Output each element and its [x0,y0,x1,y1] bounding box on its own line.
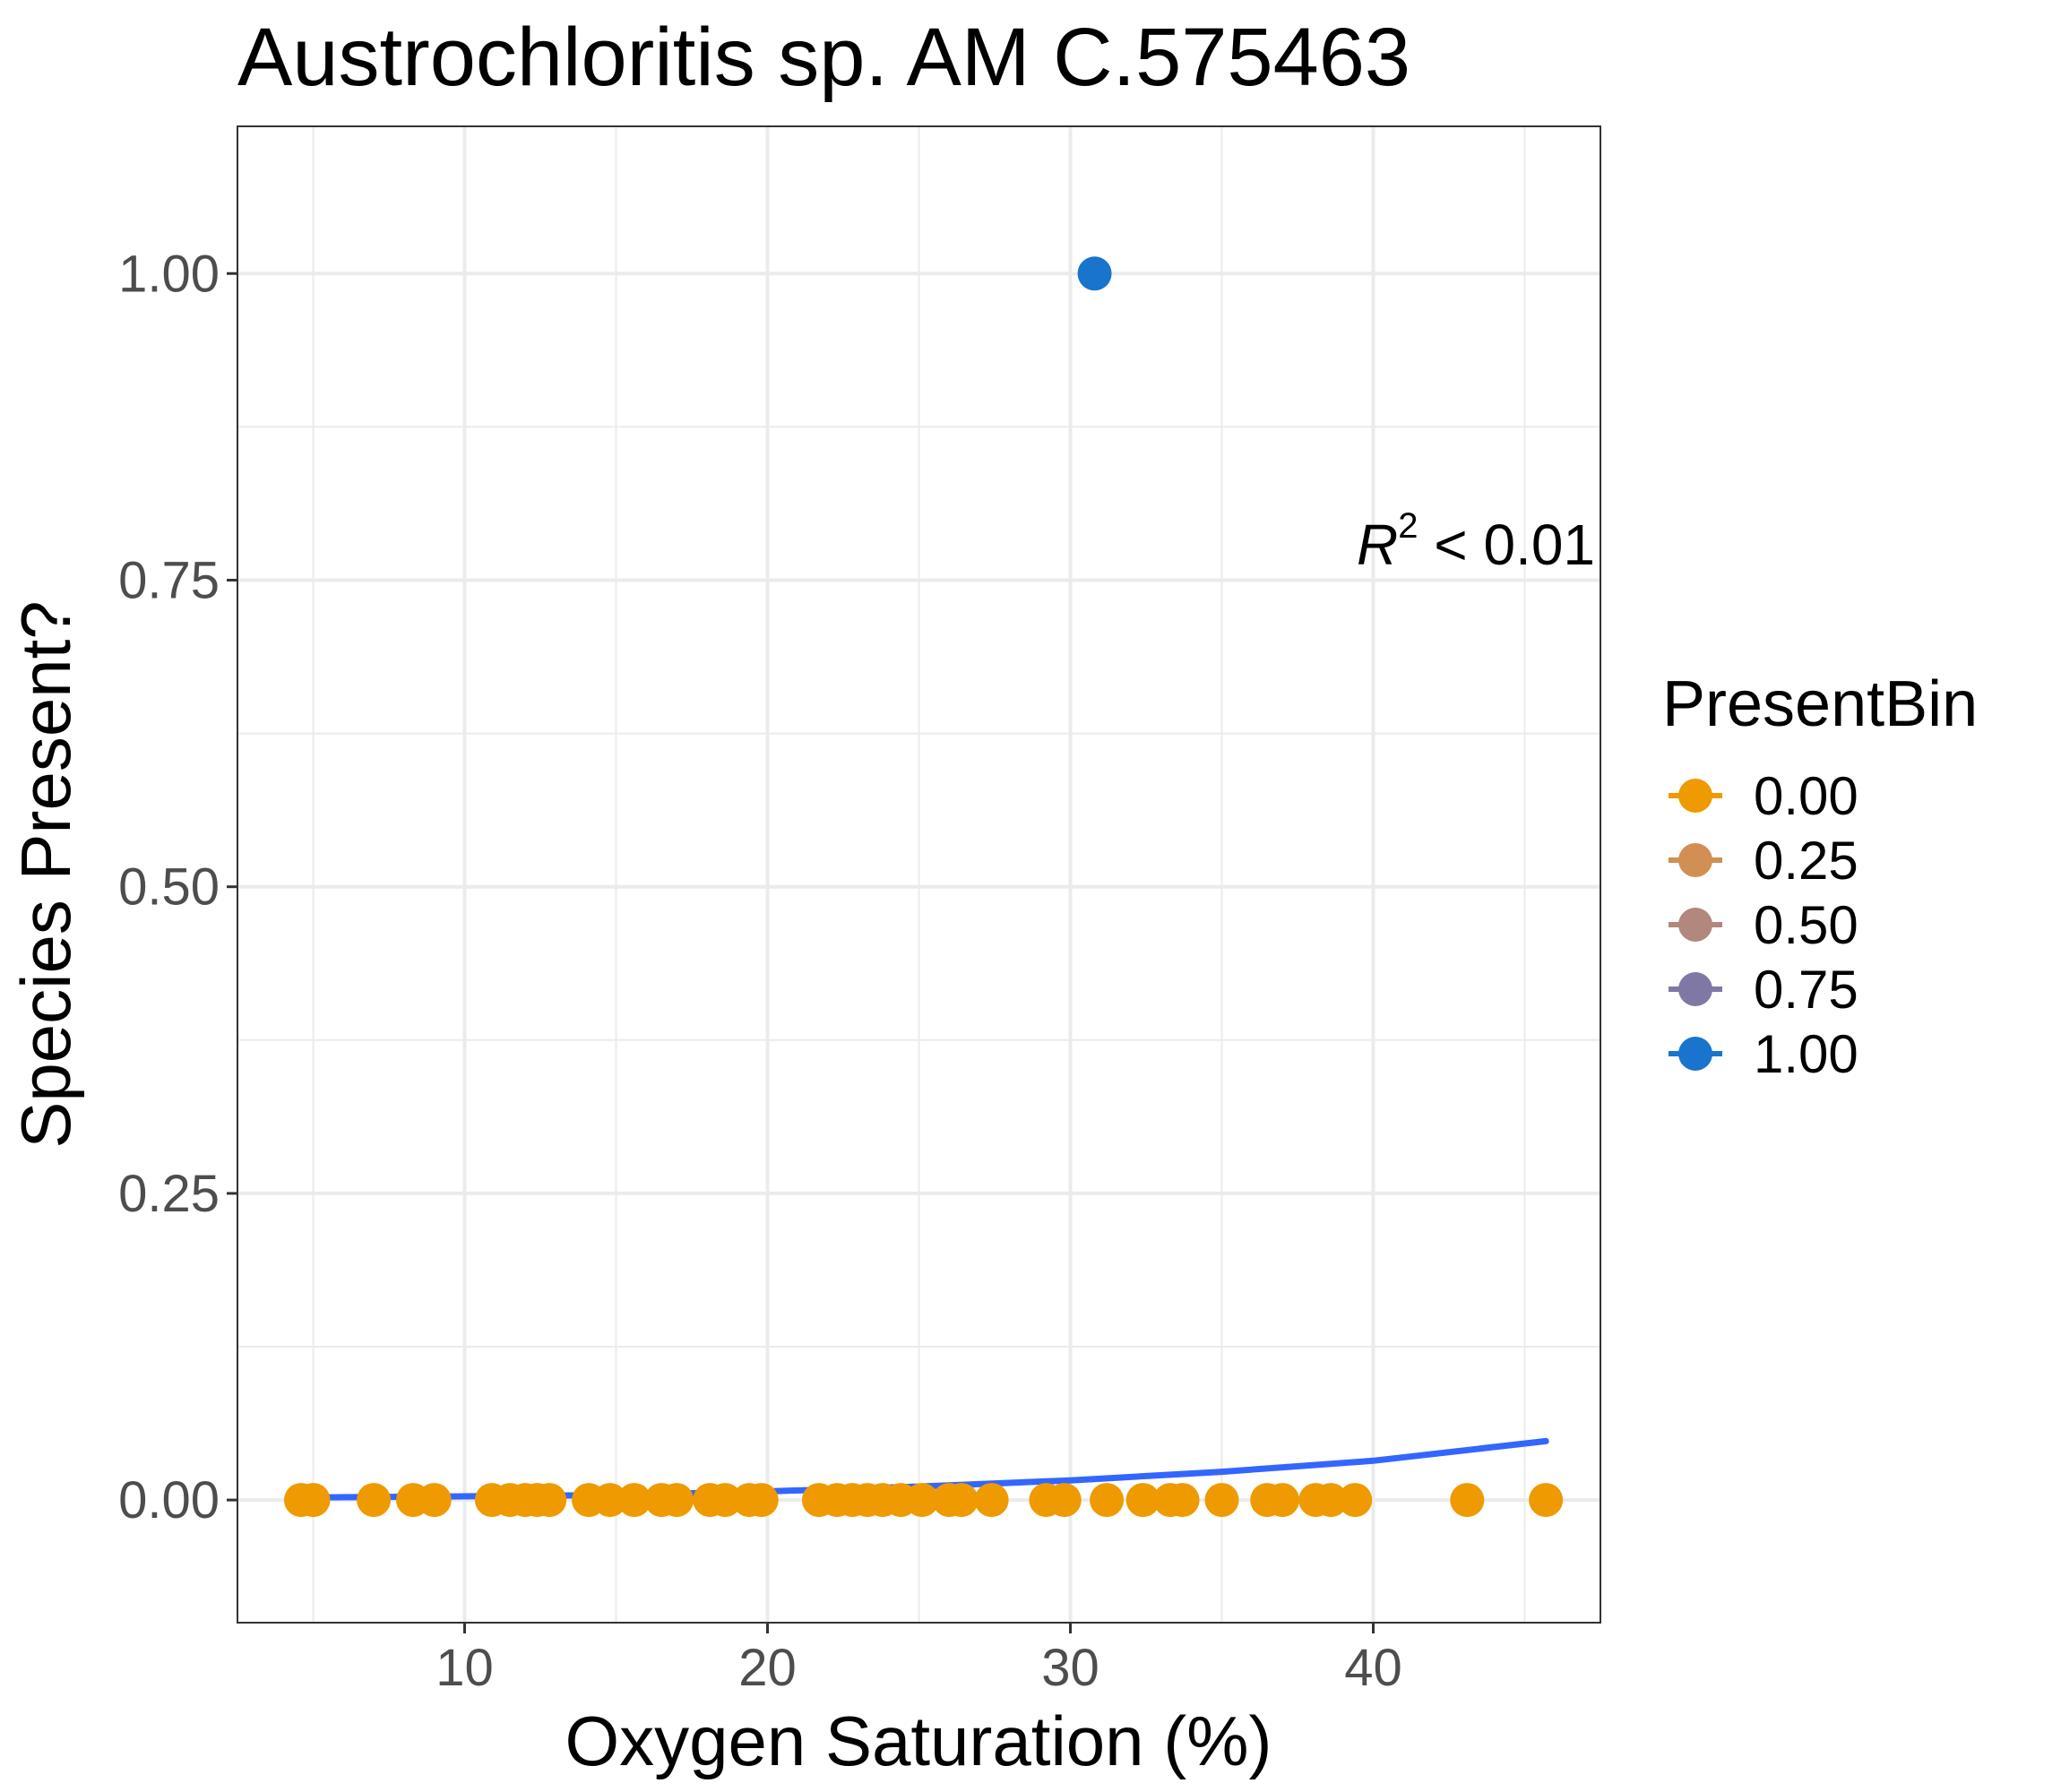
data-point [417,1483,452,1518]
legend-label: 0.75 [1754,960,1858,1020]
data-point [1314,1483,1349,1518]
legend: PresentBin 0.000.250.500.751.00 [1662,668,1978,1084]
y-tick-label: 0.25 [118,1165,220,1223]
legend-label: 0.25 [1754,831,1858,891]
legend-key-point [1678,908,1712,942]
data-points-layer [283,256,1564,1518]
x-tick-label: 20 [738,1639,797,1697]
legend-label: 1.00 [1754,1024,1858,1084]
y-axis: 0.00 0.25 0.50 0.75 1.00 [118,245,237,1529]
data-point [1077,256,1112,291]
data-point [904,1483,939,1518]
plot-panel-border [237,125,1601,1624]
x-axis-title: Oxygen Saturation (%) [565,1702,1272,1780]
y-tick-label: 0.00 [118,1471,220,1529]
y-tick-label: 1.00 [118,245,220,303]
x-tick-label: 40 [1344,1639,1402,1697]
data-point [1125,1483,1160,1518]
x-tick-label: 10 [435,1639,494,1697]
legend-key-point [1678,843,1712,877]
legend-label: 0.50 [1754,895,1858,955]
y-tick-label: 0.75 [118,551,220,609]
y-axis-title: Species Present? [6,600,85,1148]
legend-title: PresentBin [1662,668,1978,740]
data-point [1204,1483,1239,1518]
grid-lines [237,126,1600,1623]
chart-title: Austrochloritis sp. AM C.575463 [237,12,1410,103]
data-point [1090,1483,1125,1518]
data-point [660,1483,694,1518]
data-point [1165,1483,1200,1518]
r-squared-annotation: R2 < 0.01 [1357,506,1595,577]
legend-key-point [1678,779,1712,813]
legend-key-point [1678,1037,1712,1071]
data-point [617,1483,651,1518]
data-point [1265,1483,1300,1518]
annotation-superscript: 2 [1398,506,1418,546]
data-point [296,1483,331,1518]
data-point [1047,1483,1082,1518]
x-axis: 10 20 30 40 [435,1623,1402,1697]
data-point [1450,1483,1485,1518]
data-point [974,1483,1009,1518]
data-point [744,1483,779,1518]
data-point [944,1483,979,1518]
y-tick-label: 0.50 [118,858,220,917]
data-point [1529,1483,1564,1518]
data-point [532,1483,567,1518]
legend-key-point [1678,972,1712,1006]
data-point [357,1483,392,1518]
legend-label: 0.00 [1754,766,1858,826]
annotation-r: R [1357,513,1398,577]
data-point [708,1483,743,1518]
data-point [1338,1483,1373,1518]
x-tick-label: 30 [1041,1639,1099,1697]
annotation-text: < 0.01 [1419,513,1596,577]
data-point [592,1483,627,1518]
